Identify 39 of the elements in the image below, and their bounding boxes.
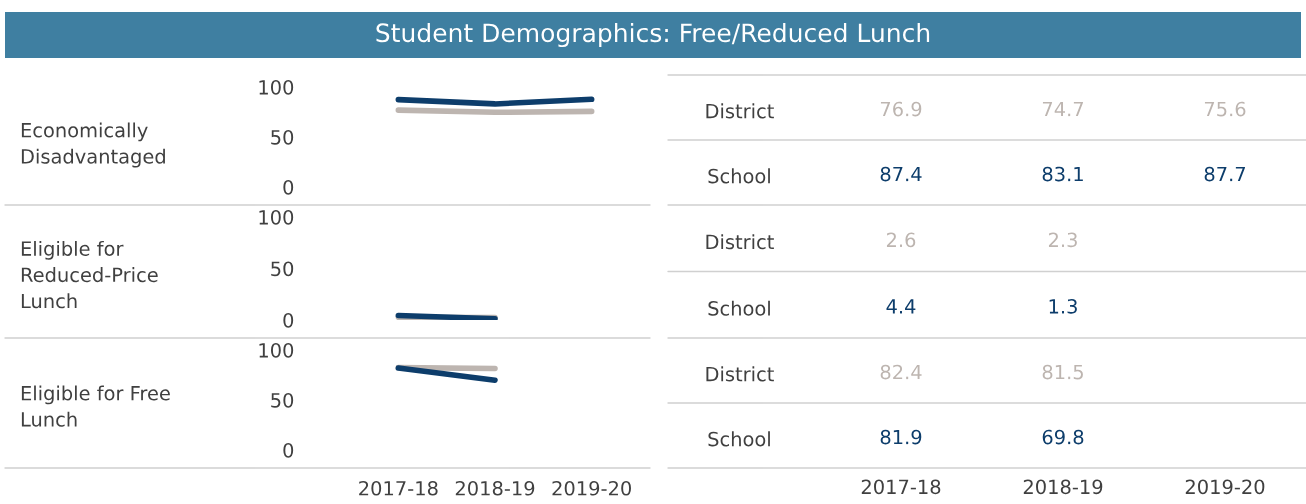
data-label: 87.7	[1204, 166, 1245, 182]
y-tick-label: School	[708, 168, 770, 184]
data-label: 2.3	[1048, 232, 1077, 248]
x-tick-label: 2017-18	[861, 479, 941, 495]
data-label: 1.3	[1049, 299, 1077, 314]
data-label: 2.6	[886, 232, 916, 248]
data-label: 74.7	[1042, 101, 1083, 117]
y-tick-label: 100	[259, 342, 294, 358]
x-tick-label: 2017-18	[359, 480, 438, 496]
y-tick-label: 0	[283, 179, 294, 195]
chart-title: Student Demographics: Free/Reduced Lunch	[376, 22, 930, 48]
y-axis-title: Eligible for Free Lunch	[21, 385, 170, 427]
y-tick-label: District	[706, 366, 774, 382]
data-label: 87.4	[880, 166, 922, 182]
y-tick-label: School	[708, 300, 770, 316]
y-tick-label: District	[706, 234, 774, 250]
y-tick-label: 50	[271, 129, 294, 145]
y-axis-title: Eligible for Reduced-Price Lunch	[21, 240, 158, 309]
y-tick-label: 100	[259, 79, 294, 95]
y-tick-label: 50	[271, 261, 294, 277]
y-tick-label: 0	[283, 312, 294, 328]
data-label: 76.9	[880, 101, 922, 117]
x-tick-label: 2018-19	[455, 480, 535, 496]
data-label: 81.5	[1042, 364, 1083, 380]
data-label: 82.4	[880, 364, 922, 380]
data-label: 83.1	[1042, 166, 1083, 182]
x-tick-label: 2018-19	[1023, 479, 1103, 495]
y-tick-label: District	[706, 103, 774, 119]
y-tick-label: School	[708, 431, 770, 447]
data-label: 69.8	[1042, 429, 1084, 445]
data-label: 4.4	[886, 299, 916, 314]
y-tick-label: 0	[283, 442, 294, 458]
x-tick-label: 2019-20	[1185, 479, 1265, 495]
data-label: 75.6	[1204, 101, 1246, 117]
y-tick-label: 50	[271, 392, 294, 408]
x-tick-label: 2019-20	[552, 480, 631, 496]
y-axis-title: Economically Disadvantaged	[21, 122, 165, 168]
data-label: 81.9	[880, 429, 922, 445]
y-tick-label: 100	[259, 209, 294, 225]
